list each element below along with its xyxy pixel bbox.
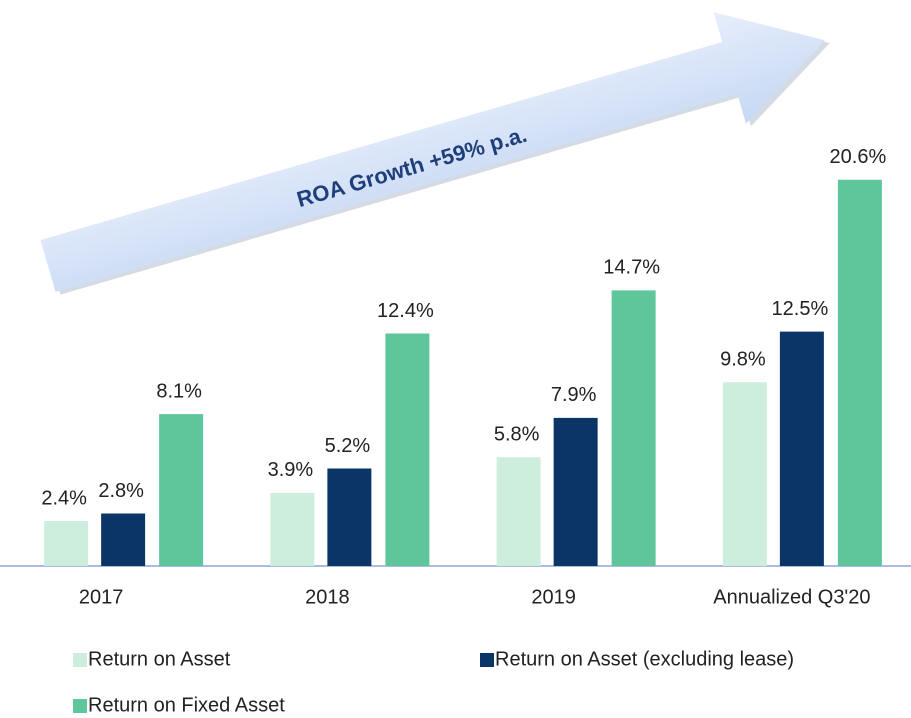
- bar: [385, 333, 430, 566]
- legend-label: Return on Asset (excluding lease): [495, 648, 794, 670]
- value-label: 3.9%: [268, 459, 314, 481]
- legend-label: Return on Fixed Asset: [88, 694, 285, 716]
- legend-swatch: [480, 653, 494, 667]
- value-label: 20.6%: [830, 146, 887, 168]
- value-label: 14.7%: [603, 257, 660, 279]
- bar: [496, 457, 541, 566]
- bar: [159, 414, 204, 566]
- value-label: 2.8%: [98, 480, 144, 502]
- bar: [44, 521, 89, 566]
- bar: [327, 468, 372, 566]
- bar: [779, 331, 824, 566]
- bar: [722, 382, 767, 566]
- arrow-body: [40, 12, 825, 292]
- value-label: 12.4%: [377, 300, 434, 322]
- legend-swatch: [73, 699, 87, 713]
- bar: [611, 290, 656, 566]
- legend-label: Return on Asset: [88, 648, 231, 670]
- x-tick-label: 2019: [531, 586, 576, 608]
- bar: [270, 492, 315, 566]
- growth-arrow: ROA Growth +59% p.a.: [40, 12, 830, 295]
- value-label: 5.8%: [494, 424, 540, 446]
- value-label: 2.4%: [41, 487, 87, 509]
- bar: [837, 179, 882, 566]
- bar: [101, 513, 146, 566]
- value-label: 7.9%: [551, 384, 597, 406]
- legend-swatch: [73, 653, 87, 667]
- value-label: 5.2%: [325, 435, 371, 457]
- value-label: 9.8%: [720, 349, 766, 371]
- x-tick-label: 2018: [305, 586, 350, 608]
- x-tick-label: 2017: [79, 586, 124, 608]
- x-tick-label: Annualized Q3'20: [713, 586, 870, 608]
- bar: [553, 417, 598, 566]
- value-label: 8.1%: [156, 380, 202, 402]
- value-label: 12.5%: [772, 298, 829, 320]
